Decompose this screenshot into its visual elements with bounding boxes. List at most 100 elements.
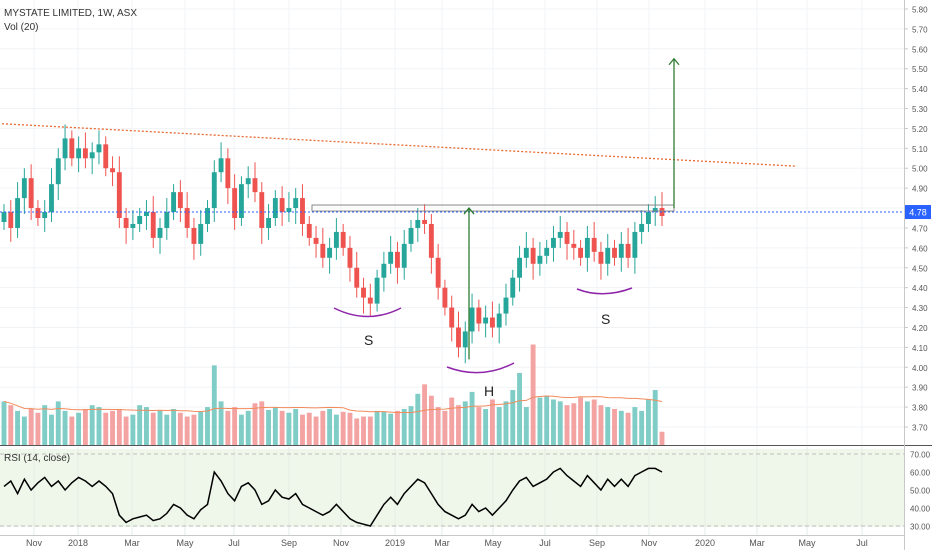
price-tick-label: 4.40	[912, 284, 928, 293]
volume-bar	[639, 410, 645, 445]
volume-bar	[89, 405, 95, 445]
candle-body	[428, 223, 434, 258]
volume-bar	[551, 399, 556, 445]
volume-bar	[408, 406, 414, 445]
rsi-line	[3, 467, 663, 527]
candle-body	[347, 247, 353, 268]
candle-body	[333, 231, 339, 248]
volume-bar	[238, 414, 244, 445]
volume-bar	[347, 412, 353, 445]
volume-bar	[632, 407, 638, 445]
volume-bar	[517, 372, 522, 445]
volume-bar	[76, 412, 82, 445]
price-tick-label: 3.90	[912, 384, 928, 393]
candle-body	[605, 247, 611, 264]
volume-bar	[422, 384, 428, 445]
volume-bar	[266, 409, 271, 445]
volume-bar	[354, 418, 360, 445]
candle-body	[476, 307, 482, 324]
candle-body	[76, 148, 82, 159]
volume-bar	[659, 431, 665, 445]
volume-bar	[286, 412, 292, 445]
target-arrowhead	[668, 57, 680, 66]
volume-bar	[130, 414, 136, 445]
time-tick-label: Nov	[26, 538, 43, 548]
candle-body	[272, 198, 278, 218]
price-tick-label: 3.80	[912, 404, 928, 413]
volume-bar	[374, 410, 380, 445]
volume-bar	[171, 408, 177, 445]
overlay-layer	[0, 57, 904, 374]
volume-bar	[96, 407, 102, 445]
candle-body	[320, 243, 326, 258]
candle-body	[422, 219, 428, 224]
rsi-band	[0, 449, 904, 527]
candle-body	[8, 212, 14, 228]
volume-bar	[401, 408, 407, 445]
candle-body	[578, 247, 584, 258]
volume-bar	[35, 412, 41, 445]
volume-bar	[415, 393, 421, 445]
candle-body	[571, 243, 577, 248]
price-tick-label: 5.80	[912, 6, 928, 15]
rsi-layer	[0, 453, 904, 527]
candle-body	[544, 247, 550, 256]
volume-bar	[340, 411, 346, 445]
volume-bar	[388, 413, 394, 445]
volume-bar	[537, 397, 543, 445]
candle-body	[103, 144, 109, 169]
candle-body	[157, 227, 163, 238]
candle-body	[89, 152, 95, 159]
time-tick-label: Jul	[539, 538, 551, 548]
volume-bar	[435, 407, 441, 445]
candle-body	[496, 313, 502, 328]
candle-body	[252, 178, 258, 193]
volume-bar	[191, 414, 197, 445]
candle-body	[110, 168, 115, 173]
volume-ma-line	[3, 395, 663, 414]
candle-body	[313, 237, 319, 244]
time-tick-label: Nov	[641, 538, 658, 548]
volume-bar	[123, 416, 129, 445]
candle-body	[171, 192, 177, 213]
volume-bar	[442, 410, 448, 445]
volume-bar	[578, 397, 584, 445]
candle-body	[69, 138, 75, 159]
price-tick-label: 5.20	[912, 125, 928, 134]
volume-bar	[211, 365, 217, 445]
right-shoulder-label: S	[601, 311, 610, 327]
candle-body	[42, 212, 48, 218]
candle-body	[28, 178, 34, 209]
candle-body	[388, 251, 394, 264]
last-price-badge-text: 4.78	[909, 208, 927, 218]
volume-bar	[279, 410, 285, 445]
volume-bar	[605, 407, 611, 445]
volume-bar	[306, 412, 312, 445]
time-tick-label: May	[798, 538, 816, 548]
time-tick-label: 2019	[385, 538, 405, 548]
candle-body	[367, 297, 373, 304]
volume-bar	[82, 408, 88, 445]
rsi-tick-label: 60.00	[910, 469, 931, 478]
time-tick-label: Sep	[589, 538, 605, 548]
volume-bar	[510, 390, 516, 445]
candle-body	[35, 208, 41, 218]
volume-bar	[523, 407, 529, 445]
candle-body	[361, 287, 366, 298]
price-pane[interactable]	[0, 0, 904, 445]
volume-bar	[218, 401, 224, 445]
volume-bar	[55, 401, 61, 445]
candle-body	[530, 247, 536, 264]
volume-bar	[496, 407, 502, 445]
candle-body	[564, 231, 570, 244]
candle-body	[130, 223, 136, 228]
candle-body	[306, 223, 312, 238]
volume-bar	[530, 344, 536, 445]
candle-body	[408, 227, 414, 244]
volume-bar	[557, 401, 563, 445]
price-tick-label: 4.10	[912, 344, 928, 353]
candle-body	[462, 331, 468, 348]
candle-body	[82, 148, 88, 159]
candle-body	[96, 144, 102, 153]
